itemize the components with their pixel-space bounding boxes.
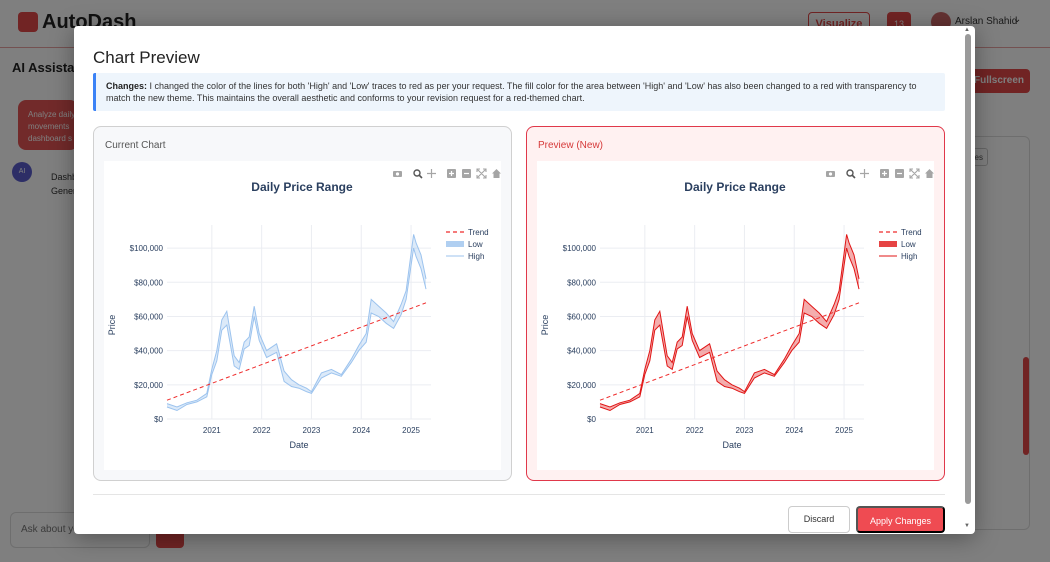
modal-title: Chart Preview (93, 48, 200, 67)
y-tick-label: $20,000 (134, 381, 163, 390)
autoscale-icon[interactable] (476, 168, 487, 179)
legend-label: High (468, 252, 484, 261)
series-high-line (166, 234, 427, 408)
x-axis-label: Date (722, 440, 741, 450)
pan-cross (860, 169, 869, 178)
x-tick-label: 2021 (203, 426, 221, 435)
chart-title: Daily Price Range (251, 180, 353, 194)
y-tick-label: $20,000 (567, 381, 596, 390)
x-axis-label: Date (289, 440, 308, 450)
x-tick-label: 2024 (785, 426, 803, 435)
legend-low-swatch (879, 241, 897, 247)
y-tick-label: $100,000 (563, 244, 597, 253)
legend-low-swatch (446, 241, 464, 247)
autoscale-shape (909, 168, 920, 179)
range-fill-area (167, 234, 426, 411)
zoom-lens (413, 169, 421, 177)
zoom-out-icon[interactable] (462, 169, 471, 178)
scroll-down-icon[interactable]: ▼ (964, 523, 970, 529)
current-chart-panel: Current Chart Daily Price Range $0 $20,000… (93, 126, 512, 481)
modal-scrollbar[interactable] (965, 34, 971, 504)
legend-label: Low (468, 240, 483, 249)
x-tick-label: 2025 (402, 426, 420, 435)
changes-text: I changed the color of the lines for bot… (106, 81, 917, 103)
home-shape (925, 169, 934, 178)
y-tick-label: $80,000 (134, 278, 163, 287)
preview-chart-panel: Preview (New) Daily Price Range $0 $20,000… (526, 126, 945, 481)
zoom-out-icon[interactable] (895, 169, 904, 178)
series-low-line (599, 247, 860, 412)
x-tick-label: 2021 (636, 426, 654, 435)
y-axis-label: Price (107, 315, 117, 336)
zoom-icon[interactable] (846, 169, 856, 179)
legend-label: Trend (901, 228, 922, 237)
y-tick-label: $60,000 (567, 312, 596, 321)
chart-title: Daily Price Range (684, 180, 786, 194)
preview-chart-svg[interactable]: Daily Price Range $0 $20,000 $40,000 $60,000… (537, 161, 934, 470)
legend-label: Trend (468, 228, 489, 237)
zoom-in-plus (882, 171, 887, 176)
current-chart-label: Current Chart (105, 140, 166, 151)
x-tick-label: 2023 (303, 426, 321, 435)
y-tick-label: $40,000 (134, 347, 163, 356)
series-low-line (166, 247, 427, 412)
preview-chart[interactable]: Daily Price Range $0 $20,000 $40,000 $60,000… (537, 161, 934, 470)
pan-icon[interactable] (427, 169, 436, 178)
autoscale-icon[interactable] (909, 168, 920, 179)
preview-chart-label: Preview (New) (538, 140, 604, 151)
zoom-handle (418, 174, 423, 179)
zoom-in-plus (449, 171, 454, 176)
discard-button[interactable]: Discard (788, 506, 850, 533)
series-high-line (599, 234, 860, 408)
pan-icon[interactable] (860, 169, 869, 178)
y-tick-label: $80,000 (567, 278, 596, 287)
x-tick-label: 2022 (253, 426, 271, 435)
x-tick-label: 2022 (686, 426, 704, 435)
camera-lens (828, 172, 833, 176)
range-fill-area (600, 234, 859, 411)
camera-icon[interactable] (393, 171, 402, 177)
pan-cross (427, 169, 436, 178)
changes-label: Changes: (106, 81, 148, 91)
apply-changes-button[interactable]: Apply Changes (856, 506, 945, 533)
reset-axes-icon[interactable] (925, 169, 934, 178)
camera-icon[interactable] (826, 171, 835, 177)
y-tick-label: $60,000 (134, 312, 163, 321)
zoom-in-icon[interactable] (447, 169, 456, 178)
zoom-icon[interactable] (413, 169, 423, 179)
x-tick-label: 2025 (835, 426, 853, 435)
current-chart-svg[interactable]: Daily Price Range $0 $20,000 $40,000 $60,000… (104, 161, 501, 470)
autoscale-shape (476, 168, 487, 179)
reset-axes-icon[interactable] (492, 169, 501, 178)
legend-label: High (901, 252, 917, 261)
changes-callout: Changes: I changed the color of the line… (93, 73, 945, 111)
camera-lens (395, 172, 400, 176)
chart-preview-modal: Chart Preview Changes: I changed the col… (74, 26, 975, 534)
y-tick-label: $0 (154, 415, 163, 424)
modal-divider (93, 494, 945, 495)
scroll-up-icon[interactable]: ▲ (964, 27, 970, 33)
zoom-lens (846, 169, 854, 177)
zoom-in-icon[interactable] (880, 169, 889, 178)
legend-label: Low (901, 240, 916, 249)
y-tick-label: $0 (587, 415, 596, 424)
home-shape (492, 169, 501, 178)
y-axis-label: Price (540, 315, 550, 336)
current-chart[interactable]: Daily Price Range $0 $20,000 $40,000 $60,000… (104, 161, 501, 470)
x-tick-label: 2024 (352, 426, 370, 435)
x-tick-label: 2023 (736, 426, 754, 435)
y-tick-label: $100,000 (130, 244, 164, 253)
zoom-handle (851, 174, 856, 179)
y-tick-label: $40,000 (567, 347, 596, 356)
